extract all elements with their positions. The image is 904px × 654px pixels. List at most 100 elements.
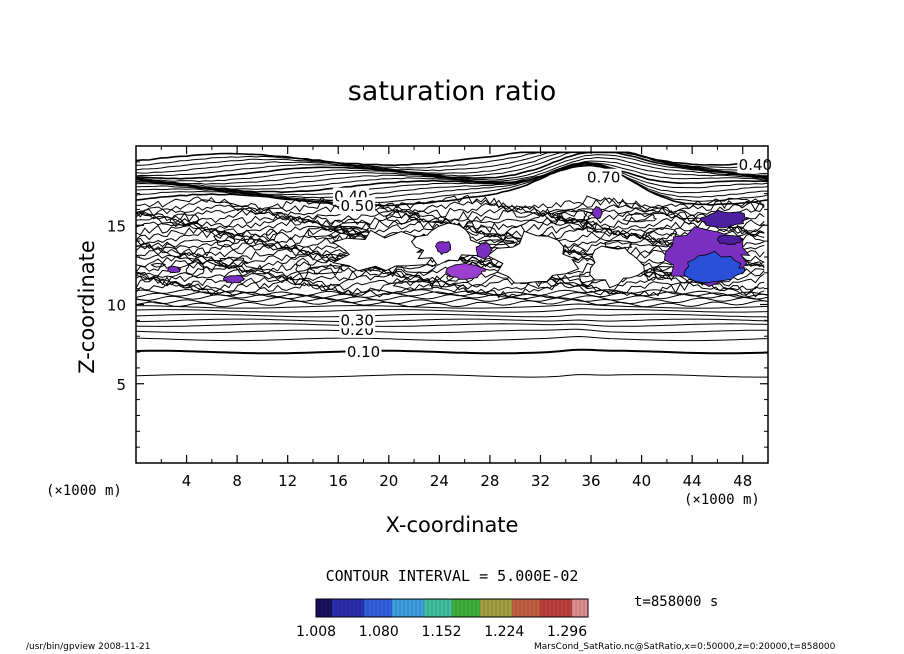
y-tick-label: 15 xyxy=(107,217,126,235)
contour-label-bg xyxy=(737,156,774,174)
contour-line xyxy=(135,212,765,230)
contour-blob xyxy=(266,228,278,241)
colorbar-cell xyxy=(396,599,401,617)
contour-line xyxy=(135,335,769,342)
colorbar-cell xyxy=(580,599,585,617)
colorbar-cell xyxy=(480,599,485,617)
colorbar-cell xyxy=(332,599,337,617)
x-tick-label: 28 xyxy=(480,472,499,490)
contour-line xyxy=(135,201,765,219)
colorbar-cell xyxy=(420,599,425,617)
shaded-region xyxy=(222,274,246,284)
contour-line xyxy=(135,165,769,196)
colorbar-cell xyxy=(384,599,389,617)
colorbar-cell xyxy=(364,599,369,617)
contour-labels: 0.100.200.300.400.500.700.40 xyxy=(332,156,774,361)
x-tick-label: 16 xyxy=(329,472,348,490)
contour-line xyxy=(135,296,769,305)
colorbar-cell xyxy=(440,599,445,617)
colorbar-cell xyxy=(428,599,433,617)
colorbar-cell xyxy=(564,599,569,617)
colorbar-cell xyxy=(404,599,409,617)
colorbar-cell xyxy=(568,599,573,617)
contour-line xyxy=(135,151,769,167)
colorbar-cell xyxy=(448,599,453,617)
colorbar-cell xyxy=(380,599,385,617)
contour-label-bg xyxy=(339,197,376,215)
colorbar-cell xyxy=(540,599,545,617)
colorbar-cell xyxy=(444,599,449,617)
colorbar-cell xyxy=(504,599,509,617)
cloud-gap xyxy=(486,230,580,284)
contour-blob xyxy=(556,210,594,224)
shaded-region xyxy=(435,241,452,256)
footer-source-file: MarsCond_SatRatio.nc@SatRatio,x=0:50000,… xyxy=(534,642,836,652)
shaded-region xyxy=(166,265,182,274)
contour-blob xyxy=(185,260,205,277)
colorbar-cell xyxy=(316,599,321,617)
contour-line xyxy=(135,164,769,199)
x-tick-label: 12 xyxy=(278,472,297,490)
colorbar-cell xyxy=(468,599,473,617)
contour-blob xyxy=(295,257,312,275)
contour-blob xyxy=(585,220,597,234)
contour-line xyxy=(135,277,765,296)
colorbar-cell xyxy=(488,599,493,617)
colorbar-cell xyxy=(476,599,481,617)
colorbar-cell xyxy=(520,599,525,617)
colorbar-cell xyxy=(552,599,557,617)
contour-label: 0.50 xyxy=(340,197,373,215)
x-axis-label: X-coordinate xyxy=(385,513,519,537)
colorbar-cell xyxy=(352,599,357,617)
footer-program-date: /usr/bin/gpview 2008-11-21 xyxy=(26,642,151,652)
contour-interval-text: CONTOUR INTERVAL = 5.000E-02 xyxy=(325,567,579,585)
shaded-region xyxy=(475,242,493,260)
colorbar-cell xyxy=(584,599,589,617)
colorbar-cell xyxy=(392,599,397,617)
colorbar-cell xyxy=(496,599,501,617)
contour-label: 0.40 xyxy=(739,156,772,174)
contour-line xyxy=(135,291,769,299)
colorbar-cell xyxy=(532,599,537,617)
colorbar-cell xyxy=(484,599,489,617)
contour-label-bg xyxy=(585,168,622,186)
colorbar-cell xyxy=(524,599,529,617)
shaded-region xyxy=(445,262,486,280)
colorbar-cell xyxy=(548,599,553,617)
supersaturation-shading xyxy=(166,205,751,287)
colorbar-cell xyxy=(436,599,441,617)
y-tick-label: 10 xyxy=(107,297,126,315)
contour-line xyxy=(135,274,765,293)
contour-line xyxy=(135,161,769,207)
contour-blob xyxy=(644,267,657,281)
shaded-region xyxy=(716,234,745,245)
contour-blob xyxy=(169,213,200,226)
x-tick-label: 20 xyxy=(379,472,398,490)
colorbar-cell xyxy=(460,599,465,617)
colorbar-cell xyxy=(408,599,413,617)
colorbar-cell xyxy=(512,599,517,617)
contour-line xyxy=(136,194,765,211)
colorbar-cell xyxy=(424,599,429,617)
contour-blob xyxy=(332,225,369,236)
colorbar-cell xyxy=(320,599,325,617)
colorbar-cell xyxy=(336,599,341,617)
contour-blob xyxy=(644,227,680,243)
contour-blob xyxy=(478,239,516,246)
colorbar-tick-label: 1.080 xyxy=(359,624,399,640)
contour-blob xyxy=(306,265,343,275)
colorbar-cell xyxy=(372,599,377,617)
contour-blob xyxy=(307,226,341,240)
colorbar-cell xyxy=(572,599,577,617)
contour-label: 0.10 xyxy=(347,343,380,361)
colorbar-cell xyxy=(416,599,421,617)
contour-line xyxy=(135,328,768,334)
contour-line xyxy=(135,348,769,355)
colorbar-frame xyxy=(315,598,589,618)
colorbar-tick-label: 1.296 xyxy=(547,624,587,640)
x-tick-label: 8 xyxy=(232,472,242,490)
contour-blob xyxy=(385,208,421,225)
contour-label: 0.70 xyxy=(587,169,620,187)
shaded-region xyxy=(592,205,603,219)
x-axis-ticks: 4 8 12 16 20 24 28 32 36 40 44 48 xyxy=(160,146,752,490)
